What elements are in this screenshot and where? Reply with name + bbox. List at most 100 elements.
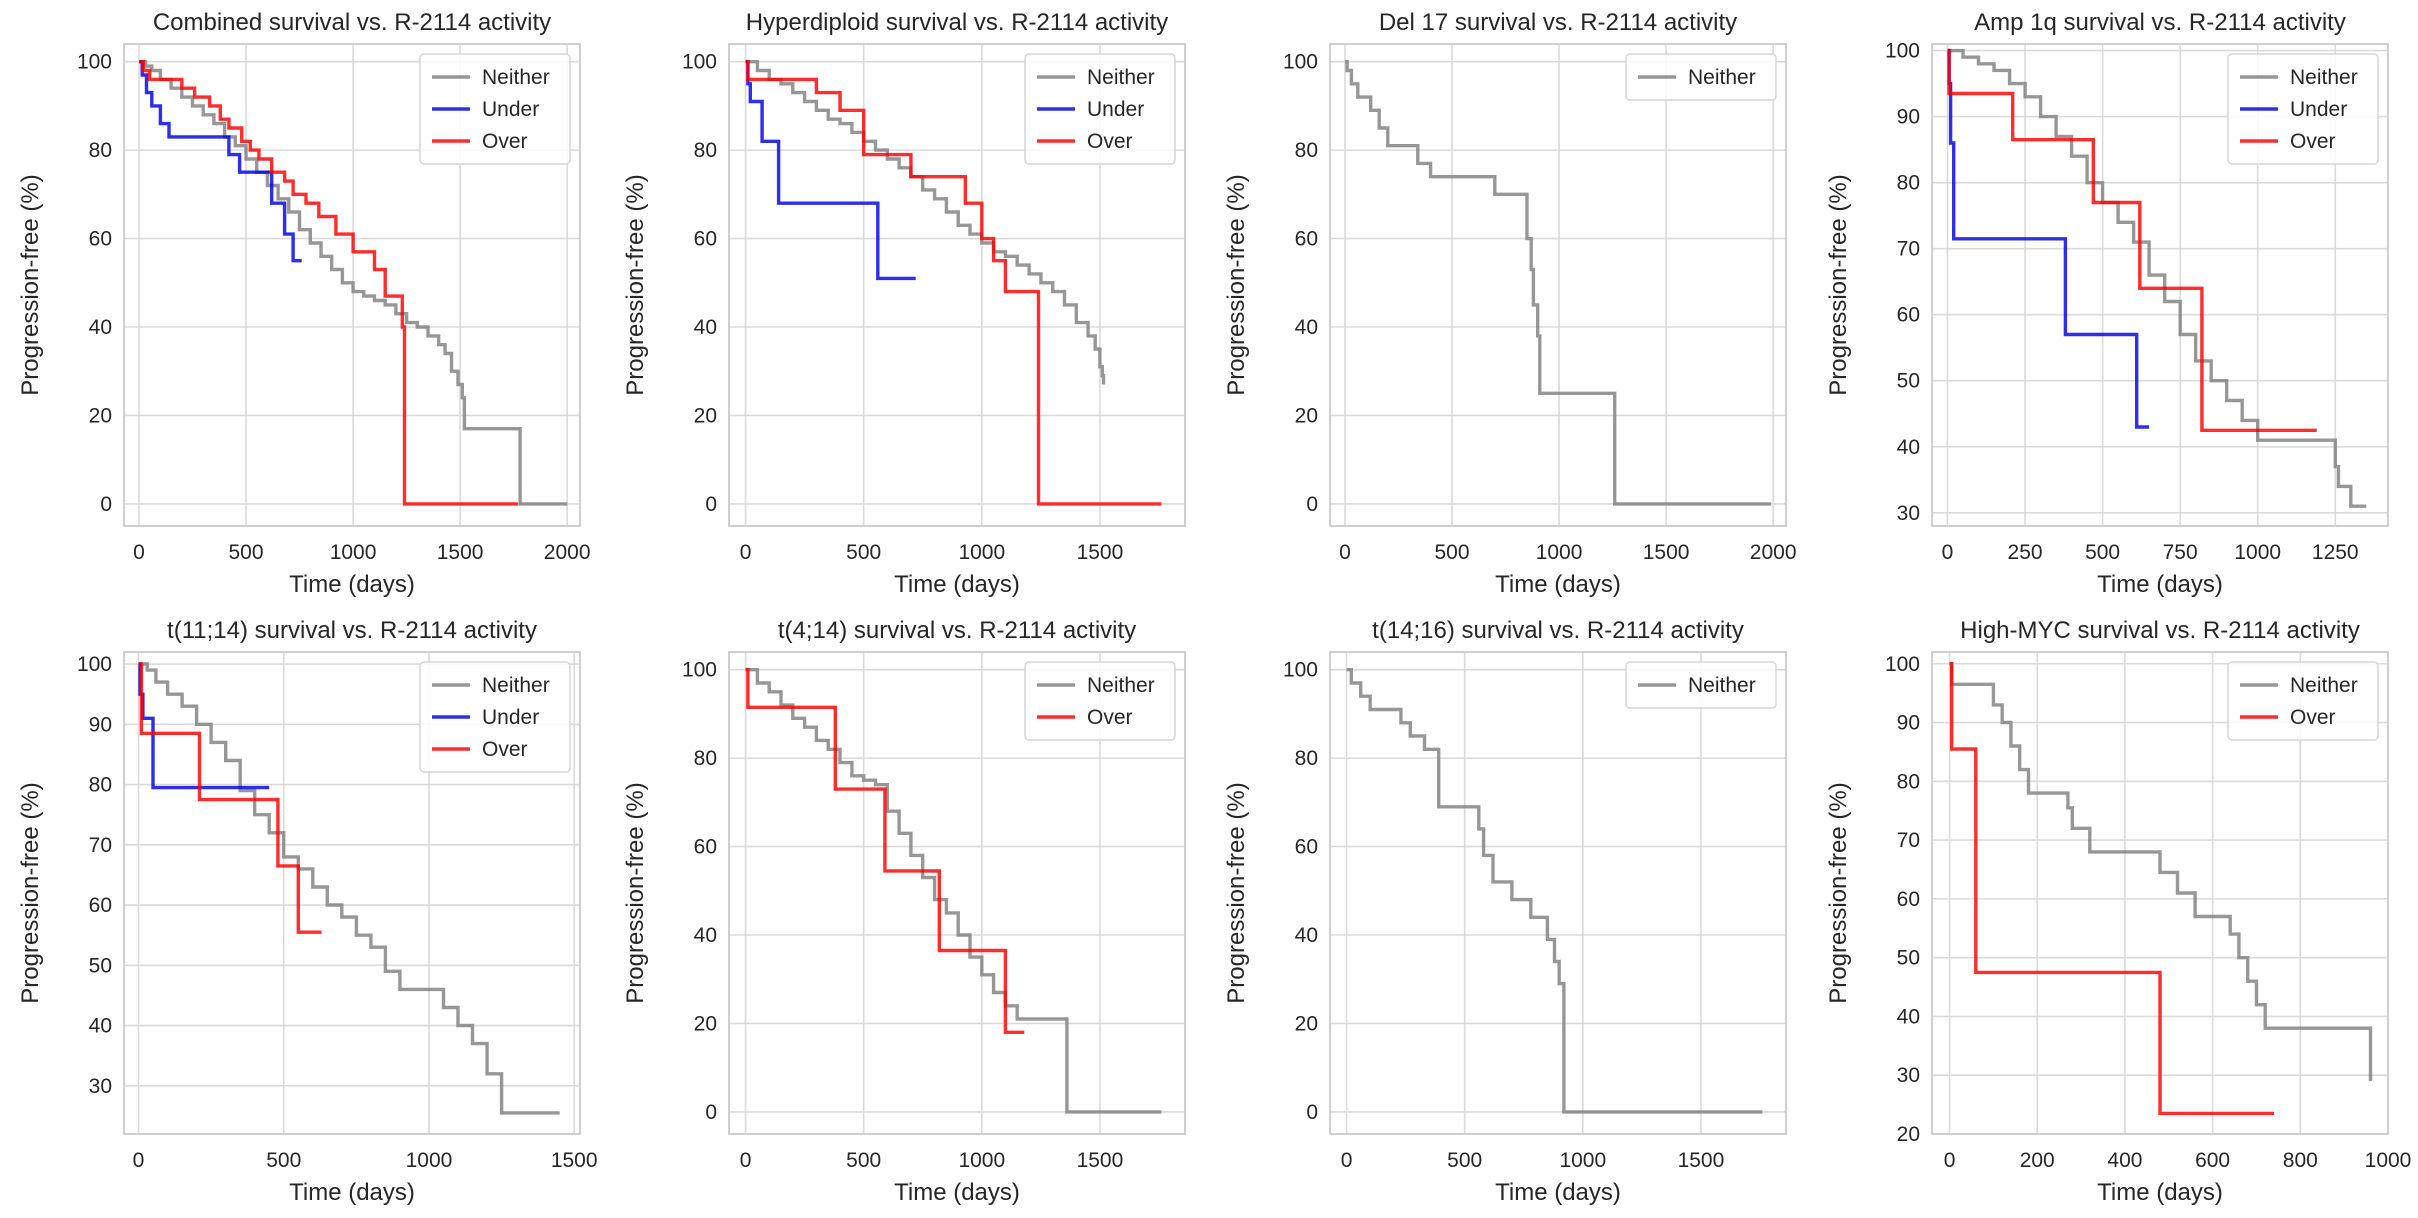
- plot-area: [1931, 43, 2389, 527]
- legend-label: Neither: [2290, 66, 2358, 89]
- y-tick-label: 40: [694, 924, 717, 947]
- series-line-over: [745, 60, 1162, 506]
- series-line-neither: [1949, 662, 2373, 1082]
- x-tick-label: 1250: [2312, 541, 2359, 564]
- x-axis-label: Time (days): [2097, 1179, 2223, 1206]
- y-tick-label: 50: [89, 954, 112, 977]
- legend-label: Under: [2290, 98, 2347, 121]
- x-tick-label: 500: [229, 541, 264, 564]
- x-tick-label: 1000: [2365, 1149, 2412, 1172]
- x-tick-label: 2000: [1750, 541, 1797, 564]
- y-tick-label: 20: [694, 1012, 717, 1035]
- series-line-under: [745, 60, 916, 281]
- chart-title: High-MYC survival vs. R-2114 activity: [1960, 617, 2360, 644]
- x-tick-label: 500: [846, 541, 881, 564]
- y-tick-label: 70: [1897, 829, 1920, 852]
- x-axis-label: Time (days): [289, 571, 415, 598]
- y-tick-label: 80: [1295, 747, 1318, 770]
- series-line-neither: [1346, 668, 1763, 1114]
- y-tick-label: 50: [1897, 947, 1920, 970]
- plot-area: [123, 651, 581, 1135]
- y-tick-label: 60: [1295, 836, 1318, 859]
- x-axis-label: Time (days): [1495, 571, 1621, 598]
- x-tick-label: 1000: [330, 541, 377, 564]
- x-tick-label: 0: [133, 1149, 145, 1172]
- x-tick-label: 1000: [406, 1149, 453, 1172]
- y-tick-label: 80: [694, 747, 717, 770]
- legend-label: Neither: [482, 674, 550, 697]
- y-tick-label: 50: [1897, 370, 1920, 393]
- plot-area: [1931, 651, 2389, 1135]
- legend-label: Over: [2290, 706, 2336, 729]
- x-axis-label: Time (days): [1495, 1179, 1621, 1206]
- chart-title: Hyperdiploid survival vs. R-2114 activit…: [746, 9, 1168, 36]
- y-tick-label: 100: [682, 659, 717, 682]
- chart-title: Del 17 survival vs. R-2114 activity: [1379, 9, 1737, 36]
- y-axis-label: Progression-free (%): [1223, 174, 1250, 395]
- y-tick-label: 60: [694, 228, 717, 251]
- chart-title: Amp 1q survival vs. R-2114 activity: [1974, 9, 2346, 36]
- chart-title: t(14;16) survival vs. R-2114 activity: [1372, 617, 1744, 644]
- legend: Neither Under Over: [419, 53, 571, 165]
- y-tick-label: 20: [1295, 1012, 1318, 1035]
- series-line-neither: [139, 60, 568, 506]
- legend-label: Neither: [482, 66, 550, 89]
- x-tick-label: 0: [740, 541, 752, 564]
- series-line-over: [138, 662, 322, 934]
- y-axis-label: Progression-free (%): [17, 782, 44, 1003]
- series-line-neither: [1345, 60, 1771, 506]
- x-tick-label: 1500: [1077, 541, 1124, 564]
- y-tick-label: 0: [705, 493, 717, 516]
- legend-box: [419, 661, 571, 773]
- chart-panel: 0 500 1000 1500 0 20 40 60 80 100 Time (days) Progr…: [1223, 617, 1787, 1206]
- legend-box: [1024, 53, 1176, 165]
- series-line-under: [1947, 48, 2150, 429]
- x-tick-label: 1000: [2234, 541, 2281, 564]
- y-tick-label: 80: [1295, 139, 1318, 162]
- y-tick-label: 60: [1897, 888, 1920, 911]
- legend-box: [419, 53, 571, 165]
- y-tick-label: 40: [1897, 436, 1920, 459]
- y-tick-label: 0: [100, 493, 112, 516]
- y-tick-label: 30: [1897, 1064, 1920, 1087]
- plot-area: [728, 43, 1186, 527]
- legend-box: [2227, 53, 2379, 165]
- x-axis-label: Time (days): [289, 1179, 415, 1206]
- y-tick-label: 80: [694, 139, 717, 162]
- legend: Neither Under Over: [1024, 53, 1176, 165]
- series-line-over: [139, 60, 518, 506]
- series-line-neither: [1947, 48, 2367, 508]
- chart-panel: 0 500 1000 1500 30 40 50 60 70 80 90 100 Time (days)…: [17, 617, 598, 1206]
- chart-panel: 0 200 400 600 800 1000 20 30 40 50 60 70 80 90 100 Time…: [1825, 617, 2411, 1206]
- legend-label: Over: [482, 738, 528, 761]
- legend: Neither Under Over: [2227, 53, 2379, 165]
- y-tick-label: 90: [1897, 712, 1920, 735]
- x-tick-label: 0: [740, 1149, 752, 1172]
- legend-label: Neither: [1688, 66, 1756, 89]
- x-tick-label: 500: [266, 1149, 301, 1172]
- y-tick-label: 100: [1885, 653, 1920, 676]
- y-tick-label: 40: [1295, 316, 1318, 339]
- y-tick-label: 70: [1897, 238, 1920, 261]
- series-line-over: [1947, 48, 2317, 432]
- x-axis-label: Time (days): [894, 571, 1020, 598]
- y-tick-label: 60: [89, 894, 112, 917]
- y-axis-label: Progression-free (%): [1825, 782, 1852, 1003]
- y-axis-label: Progression-free (%): [17, 174, 44, 395]
- x-tick-label: 1000: [1559, 1149, 1606, 1172]
- x-tick-label: 250: [2008, 541, 2043, 564]
- x-tick-label: 1500: [437, 541, 484, 564]
- x-tick-label: 500: [1447, 1149, 1482, 1172]
- legend-label: Over: [2290, 130, 2336, 153]
- x-tick-label: 750: [2163, 541, 2198, 564]
- x-tick-label: 0: [133, 541, 145, 564]
- y-tick-label: 40: [89, 316, 112, 339]
- legend-label: Neither: [1087, 66, 1155, 89]
- legend-label: Neither: [2290, 674, 2358, 697]
- x-tick-label: 0: [1942, 541, 1954, 564]
- chart-title: t(11;14) survival vs. R-2114 activity: [167, 617, 537, 644]
- x-tick-label: 2000: [544, 541, 591, 564]
- chart-panel: 0 500 1000 1500 2000 0 20 40 60 80 100 Time (days) P…: [1223, 9, 1797, 598]
- legend-label: Under: [482, 98, 539, 121]
